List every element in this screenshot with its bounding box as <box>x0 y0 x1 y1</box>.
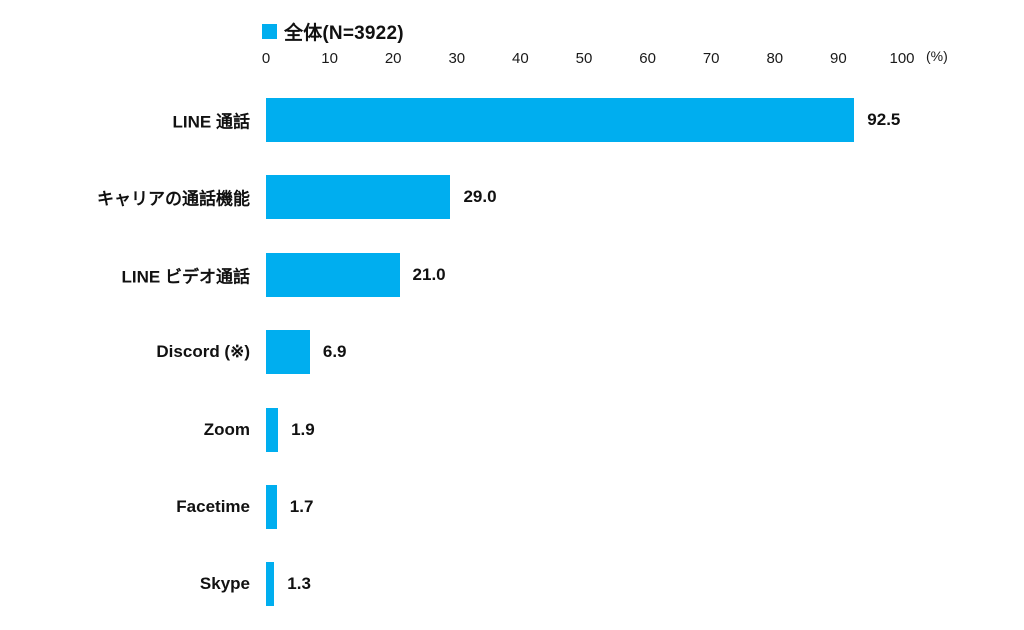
category-label: Skype <box>199 574 250 594</box>
category-label: Facetime <box>176 497 250 516</box>
category-label: LINE ビデオ通話 <box>121 267 250 287</box>
category-label: LINE 通話 <box>172 112 250 132</box>
axis-tick-label: 60 <box>639 50 656 67</box>
axis-tick-label: 90 <box>830 50 847 67</box>
value-label: 1.9 <box>291 419 315 439</box>
axis-tick-label: 40 <box>512 50 529 67</box>
axis-unit-label: (%) <box>926 48 948 64</box>
value-label: 1.7 <box>289 497 314 516</box>
value-label: 92.5 <box>867 110 901 129</box>
chart-row: Discord (※) 6.9 <box>0 330 1024 375</box>
bar <box>266 407 279 452</box>
legend: 全体(N=3922) <box>262 18 404 45</box>
axis-tick-label: 20 <box>384 50 402 67</box>
value-label: 1.3 <box>287 574 311 594</box>
chart-row: キャリアの通話機能 29.0 <box>0 175 1024 220</box>
axis-tick-label: 70 <box>702 50 720 67</box>
axis-tick-label: 30 <box>448 50 466 67</box>
axis-tick-label: 80 <box>766 50 784 67</box>
bar <box>266 175 451 220</box>
category-label: キャリアの通話機能 <box>97 189 250 209</box>
bar <box>266 485 277 529</box>
bar <box>266 252 400 297</box>
chart-row: Skype 1.3 <box>0 562 1024 607</box>
bar <box>266 330 310 375</box>
value-label: 29.0 <box>463 187 497 207</box>
axis-tick-label: 10 <box>321 50 338 67</box>
category-label: Zoom <box>203 419 250 439</box>
value-label: 21.0 <box>412 264 446 284</box>
chart-row: Zoom 1.9 <box>0 407 1024 452</box>
chart-row: Facetime 1.7 <box>0 485 1024 529</box>
chart-row: LINE ビデオ通話 21.0 <box>0 252 1024 297</box>
value-label: 6.9 <box>322 342 347 362</box>
bar <box>266 98 855 142</box>
axis-tick-label: 0 <box>261 50 271 67</box>
legend-label: 全体(N=3922) <box>284 23 404 44</box>
category-label: Discord (※) <box>156 342 250 362</box>
axis-tick-label: 50 <box>575 50 593 67</box>
axis-tick-label: 100 <box>889 50 915 67</box>
legend-swatch <box>262 24 277 39</box>
chart-row: LINE 通話 92.5 <box>0 98 1024 142</box>
bar <box>266 562 275 607</box>
